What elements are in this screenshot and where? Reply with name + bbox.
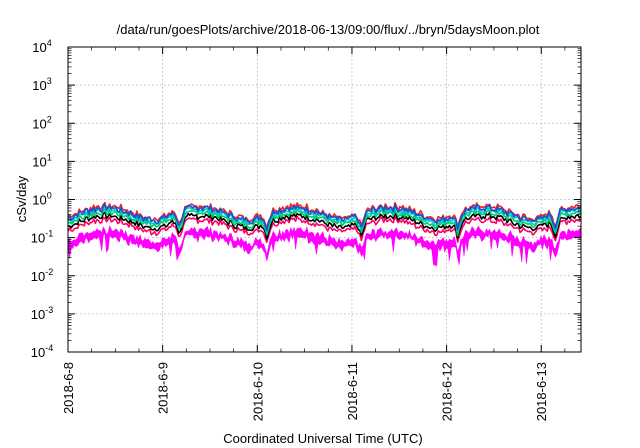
series-line bbox=[67, 205, 582, 234]
series-band bbox=[67, 224, 582, 267]
x-tick-label: 2018-6-10 bbox=[250, 362, 265, 421]
x-axis: 2018-6-8 2018-6-9 2018-6-10 2018-6-11 2018-6… bbox=[61, 47, 566, 421]
y-tick-label: 10-2 bbox=[31, 267, 53, 284]
series-line bbox=[67, 203, 582, 232]
x-tick-label: 2018-6-9 bbox=[156, 362, 171, 414]
series-line bbox=[67, 211, 582, 240]
x-tick-label: 2018-6-12 bbox=[440, 362, 455, 421]
y-axis-label: cSv/day bbox=[14, 175, 29, 222]
x-tick-label: 2018-6-8 bbox=[61, 362, 76, 414]
y-tick-label: 10-3 bbox=[31, 305, 53, 322]
y-tick-label: 102 bbox=[32, 114, 51, 131]
y-tick-label: 103 bbox=[32, 76, 51, 93]
series-line bbox=[67, 215, 582, 243]
x-tick-label: 2018-6-13 bbox=[534, 362, 549, 421]
y-tick-label: 104 bbox=[32, 38, 51, 55]
y-tick-label: 10-4 bbox=[31, 343, 53, 360]
chart-title: /data/run/goesPlots/archive/2018-06-13/0… bbox=[117, 22, 540, 37]
y-tick-label: 101 bbox=[32, 152, 51, 169]
y-tick-label: 100 bbox=[32, 191, 51, 208]
series-line bbox=[67, 208, 582, 237]
y-tick-label: 10-1 bbox=[31, 229, 53, 246]
y-axis: 10-4 10-3 10-2 10-1 100 101 102 103 104 bbox=[31, 38, 581, 360]
x-axis-label: Coordinated Universal Time (UTC) bbox=[223, 431, 422, 446]
x-tick-label: 2018-6-11 bbox=[345, 362, 360, 420]
grid-lines bbox=[68, 47, 581, 352]
plot-area bbox=[67, 201, 582, 267]
